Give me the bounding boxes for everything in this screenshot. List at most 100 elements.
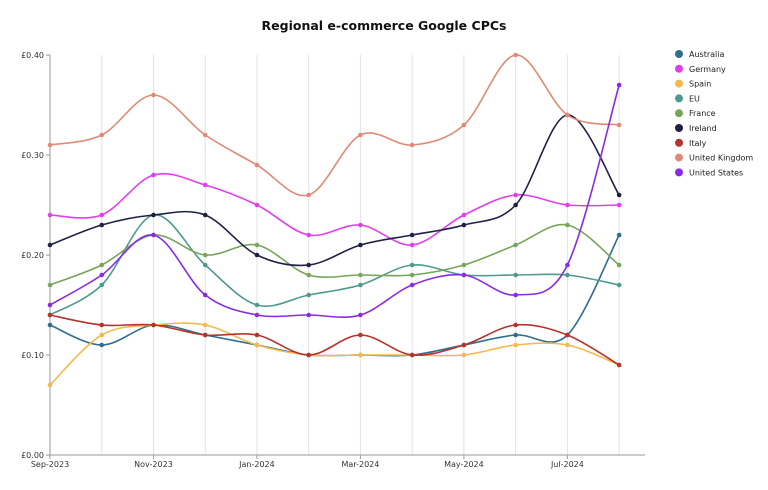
legend-item-eu: EU xyxy=(675,94,700,103)
data-point-eu xyxy=(99,282,105,288)
series-line-france xyxy=(49,223,620,286)
series-eu xyxy=(47,212,622,318)
data-point-united-kingdom xyxy=(99,132,105,138)
data-point-united-kingdom xyxy=(565,112,570,118)
data-point-spain xyxy=(513,342,518,348)
legend-label: Australia xyxy=(689,50,724,59)
data-point-germany xyxy=(461,212,467,218)
data-point-united-states xyxy=(358,312,363,318)
data-point-germany xyxy=(358,222,363,228)
data-point-eu xyxy=(565,272,570,278)
data-point-france xyxy=(409,272,415,278)
data-point-italy xyxy=(461,342,467,348)
data-point-united-kingdom xyxy=(409,142,415,148)
y-tick-label: £0.20 xyxy=(21,251,44,260)
series-france xyxy=(47,222,622,288)
data-point-united-kingdom xyxy=(358,132,363,138)
data-point-united-states xyxy=(306,312,311,318)
data-point-ireland xyxy=(409,232,415,238)
data-point-france xyxy=(202,252,208,258)
legend-marker xyxy=(675,124,683,132)
legend-item-united-states: United States xyxy=(675,168,743,177)
legend-label: Germany xyxy=(689,65,726,74)
legend-item-ireland: Ireland xyxy=(675,124,717,133)
data-point-france xyxy=(513,242,518,248)
data-point-eu xyxy=(254,302,260,308)
data-point-spain xyxy=(99,332,105,338)
data-point-united-kingdom xyxy=(513,52,518,58)
x-tick-label: Jul-2024 xyxy=(550,460,584,469)
data-point-spain xyxy=(254,342,260,348)
grid-lines xyxy=(49,55,620,455)
legend-item-spain: Spain xyxy=(675,79,711,89)
data-point-united-states xyxy=(99,272,105,278)
data-point-france xyxy=(461,262,467,268)
data-point-italy xyxy=(409,352,415,358)
legend-marker xyxy=(675,94,683,103)
data-point-france xyxy=(47,282,53,288)
legend-label: United Kingdom xyxy=(689,154,753,163)
legend-marker xyxy=(675,153,683,162)
legend-label: Ireland xyxy=(689,124,717,133)
data-point-italy xyxy=(151,322,156,328)
data-point-eu xyxy=(409,262,415,268)
data-point-ireland xyxy=(616,192,622,198)
legend: Australia Germany Spain EU France Ireland Ital… xyxy=(675,50,753,177)
y-tick-label: £0.40 xyxy=(21,51,44,60)
chart-title: Regional e-commerce Google CPCs xyxy=(261,18,507,33)
data-point-ireland xyxy=(461,222,467,228)
data-point-italy xyxy=(254,332,260,338)
data-point-australia xyxy=(616,232,622,238)
x-tick-label: Nov-2023 xyxy=(134,460,173,469)
data-point-france xyxy=(565,222,570,228)
legend-label: EU xyxy=(689,94,700,103)
data-point-germany xyxy=(513,192,518,198)
series-line-australia xyxy=(49,234,620,357)
data-point-ireland xyxy=(151,212,156,218)
data-point-france xyxy=(616,262,622,268)
data-point-spain xyxy=(47,382,53,388)
legend-item-france: France xyxy=(675,109,716,118)
data-point-eu xyxy=(358,282,363,288)
data-point-eu xyxy=(306,292,311,298)
data-point-spain xyxy=(461,352,467,358)
x-tick-label: Jan-2024 xyxy=(238,460,275,469)
data-point-united-states xyxy=(202,292,208,298)
data-point-united-states xyxy=(513,292,518,298)
data-point-eu xyxy=(513,272,518,278)
legend-label: Italy xyxy=(689,139,707,148)
data-point-united-kingdom xyxy=(616,122,622,128)
series-line-united-kingdom xyxy=(49,54,620,197)
data-point-australia xyxy=(47,322,53,328)
legend-marker xyxy=(675,50,683,58)
series-line-italy xyxy=(49,314,620,366)
data-point-france xyxy=(254,242,260,248)
legend-marker xyxy=(675,109,683,118)
data-point-united-states xyxy=(47,302,53,308)
data-point-eu xyxy=(616,282,622,288)
y-tick-label: £0.30 xyxy=(21,151,44,160)
data-point-united-kingdom xyxy=(202,132,208,138)
legend-label: Spain xyxy=(689,80,711,89)
data-point-spain xyxy=(358,352,363,358)
data-point-united-states xyxy=(151,232,156,238)
data-point-italy xyxy=(358,332,363,338)
legend-item-germany: Germany xyxy=(675,64,726,74)
data-point-ireland xyxy=(306,262,311,268)
series-lines xyxy=(47,52,622,388)
data-point-france xyxy=(306,272,311,278)
data-point-ireland xyxy=(99,222,105,228)
data-point-italy xyxy=(306,352,311,358)
data-point-ireland xyxy=(202,212,208,218)
data-point-germany xyxy=(202,182,208,188)
legend-label: United States xyxy=(689,168,743,177)
data-point-italy xyxy=(202,332,208,338)
legend-marker xyxy=(675,168,683,177)
series-line-germany xyxy=(49,172,620,246)
data-point-ireland xyxy=(254,252,260,258)
data-point-germany xyxy=(565,202,570,208)
data-point-united-states xyxy=(565,262,570,268)
axes: £0.00 £0.10 £0.20 £0.30 £0.40 Sep-2023 Nov-202… xyxy=(21,51,645,469)
data-point-united-states xyxy=(616,82,622,88)
